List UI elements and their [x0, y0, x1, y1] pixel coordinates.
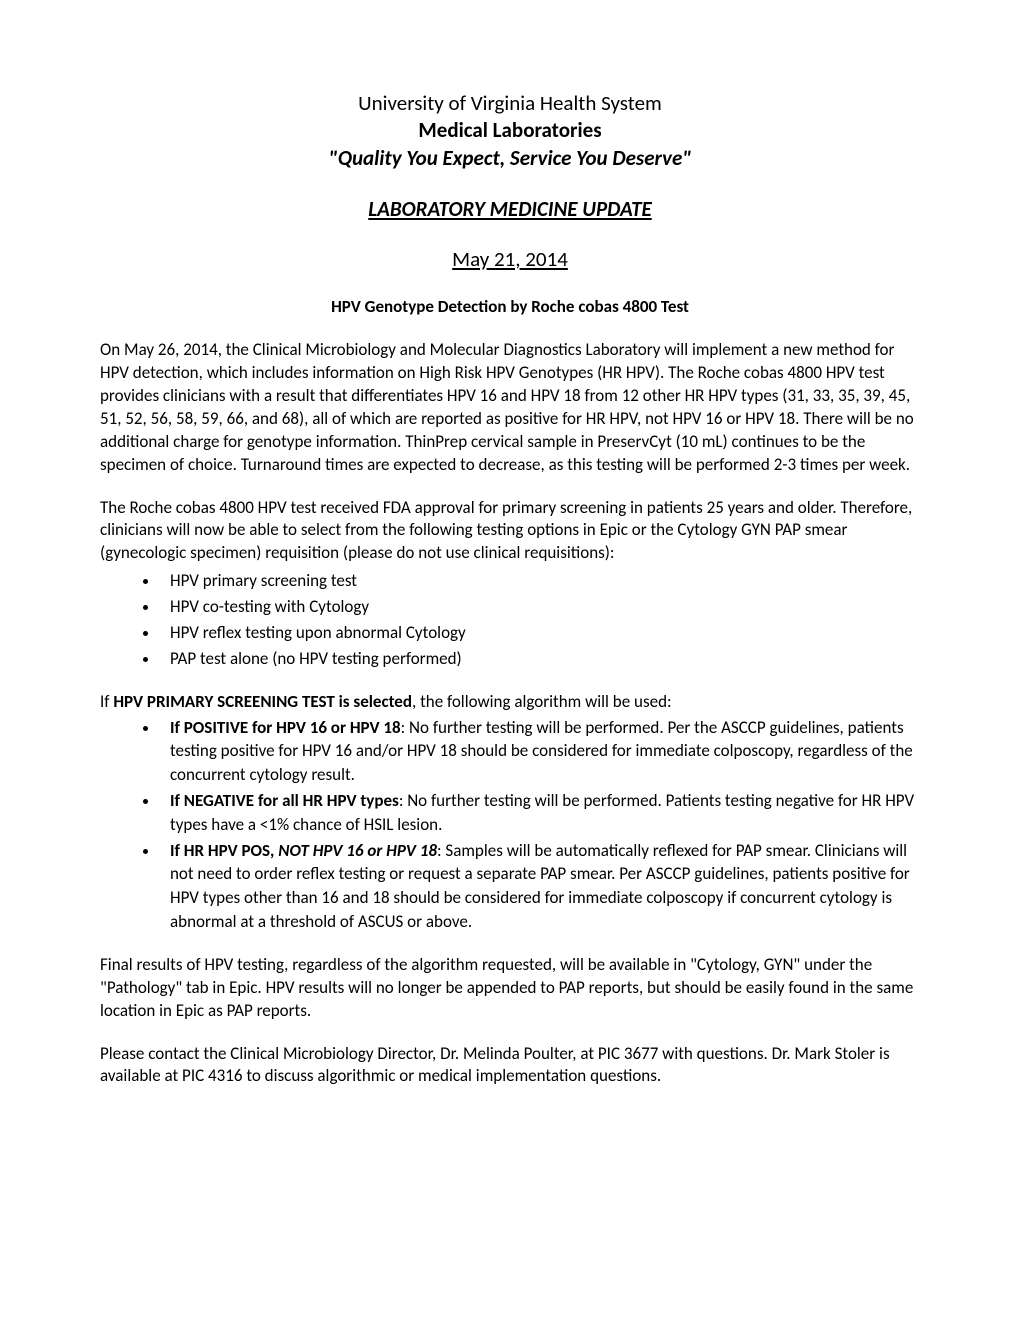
- algo-item-bold: If HR HPV POS,: [170, 840, 278, 861]
- paragraph-3: Final results of HPV testing, regardless…: [100, 954, 920, 1023]
- algo-item-bolditalic: NOT HPV 16 or HPV 18: [278, 840, 437, 861]
- algorithm-list: If POSITIVE for HPV 16 or HPV 18: No fur…: [100, 716, 920, 934]
- paragraph-2: The Roche cobas 4800 HPV test received F…: [100, 497, 920, 566]
- algorithm-intro: If HPV PRIMARY SCREENING TEST is selecte…: [100, 691, 920, 712]
- algo-intro-prefix: If: [100, 691, 113, 712]
- list-item: If HR HPV POS, NOT HPV 16 or HPV 18: Sam…: [160, 839, 920, 934]
- list-item: If POSITIVE for HPV 16 or HPV 18: No fur…: [160, 716, 920, 787]
- list-item: HPV primary screening test: [160, 569, 920, 593]
- paragraph-1: On May 26, 2014, the Clinical Microbiolo…: [100, 339, 920, 477]
- algo-item-bold: If POSITIVE for HPV 16 or HPV 18: [170, 717, 401, 738]
- list-item: HPV co-testing with Cytology: [160, 595, 920, 619]
- list-item: If NEGATIVE for all HR HPV types: No fur…: [160, 789, 920, 837]
- document-subtitle: HPV Genotype Detection by Roche cobas 48…: [100, 296, 920, 317]
- algo-intro-bold: HPV PRIMARY SCREENING TEST is selected: [113, 691, 412, 712]
- algo-item-bold: If NEGATIVE for all HR HPV types: [170, 790, 399, 811]
- paragraph-4: Please contact the Clinical Microbiology…: [100, 1043, 920, 1089]
- document-header: University of Virginia Health System Med…: [100, 90, 920, 172]
- list-item: PAP test alone (no HPV testing performed…: [160, 647, 920, 671]
- document-date: May 21, 2014: [100, 246, 920, 272]
- list-item: HPV reflex testing upon abnormal Cytolog…: [160, 621, 920, 645]
- section-title: LABORATORY MEDICINE UPDATE: [100, 196, 920, 222]
- header-org: University of Virginia Health System: [100, 90, 920, 117]
- header-tagline: "Quality You Expect, Service You Deserve…: [100, 145, 920, 172]
- algo-intro-suffix: , the following algorithm will be used:: [412, 691, 672, 712]
- testing-options-list: HPV primary screening test HPV co-testin…: [100, 569, 920, 670]
- header-dept: Medical Laboratories: [100, 117, 920, 144]
- document-page: University of Virginia Health System Med…: [0, 0, 1020, 1168]
